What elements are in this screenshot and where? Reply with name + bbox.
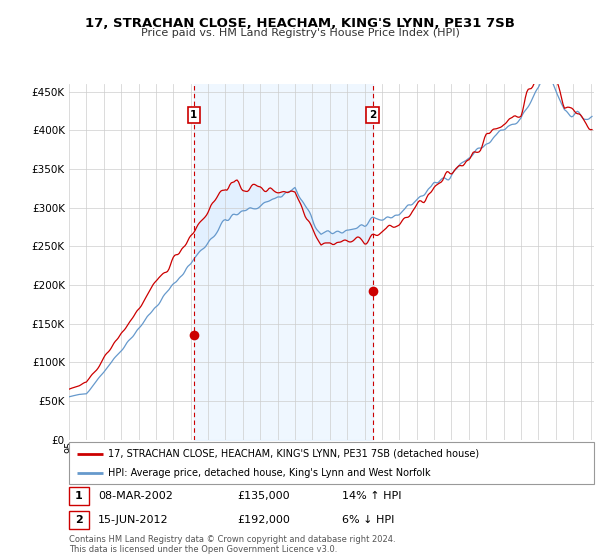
Text: 6% ↓ HPI: 6% ↓ HPI [342,515,394,525]
Bar [69,511,89,529]
Text: 17, STRACHAN CLOSE, HEACHAM, KING'S LYNN, PE31 7SB: 17, STRACHAN CLOSE, HEACHAM, KING'S LYNN… [85,17,515,30]
Bar [69,487,89,505]
Text: £192,000: £192,000 [237,515,290,525]
Text: 1: 1 [75,491,83,501]
Text: 17, STRACHAN CLOSE, HEACHAM, KING'S LYNN, PE31 7SB (detached house): 17, STRACHAN CLOSE, HEACHAM, KING'S LYNN… [109,449,479,459]
Text: 2: 2 [369,110,376,120]
Text: Contains HM Land Registry data © Crown copyright and database right 2024.
This d: Contains HM Land Registry data © Crown c… [69,535,395,554]
Text: HPI: Average price, detached house, King's Lynn and West Norfolk: HPI: Average price, detached house, King… [109,468,431,478]
FancyBboxPatch shape [69,442,594,484]
Text: 08-MAR-2002: 08-MAR-2002 [98,491,173,501]
Text: 15-JUN-2012: 15-JUN-2012 [98,515,169,525]
Text: 14% ↑ HPI: 14% ↑ HPI [342,491,401,501]
Text: 1: 1 [190,110,197,120]
Text: £135,000: £135,000 [237,491,290,501]
Text: Price paid vs. HM Land Registry's House Price Index (HPI): Price paid vs. HM Land Registry's House … [140,28,460,38]
Text: 2: 2 [75,515,83,525]
